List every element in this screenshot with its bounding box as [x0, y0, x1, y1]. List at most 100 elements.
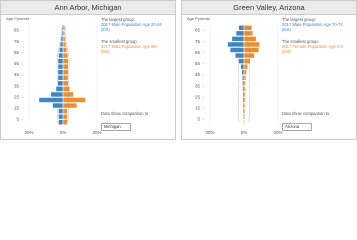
y-tick-label: 25: [14, 94, 20, 99]
bar: [62, 25, 63, 30]
bar: [244, 64, 248, 69]
bar: [243, 108, 244, 114]
bar: [63, 70, 68, 75]
y-tick-label: 55: [14, 61, 20, 66]
panel-title: Green Valley, Arizona: [182, 1, 356, 15]
x-tick-label: 20%: [24, 130, 33, 135]
bar: [236, 31, 244, 36]
annotation: The largest group:: [282, 17, 316, 22]
bar: [63, 114, 68, 119]
bar: [58, 53, 63, 58]
chart: Age Pyramid 5 15 25 35 45 55 65 75 85 20% 0% 20%: [187, 16, 283, 135]
y-tick-label: 85: [195, 28, 201, 33]
chart: Age Pyramid 5 15 25 35 45 55 65 75 85 20% 0% 20%: [6, 16, 102, 135]
bar: [235, 53, 244, 58]
bar: [242, 81, 244, 86]
y-tick-label: 85: [14, 28, 20, 33]
bar: [230, 47, 244, 53]
x-tick-label: 20%: [92, 130, 101, 135]
bar: [63, 42, 66, 47]
y-tick-label: 75: [195, 39, 201, 44]
bar: [63, 47, 67, 53]
bar: [232, 36, 244, 42]
bar: [58, 114, 63, 119]
bar: [57, 81, 63, 86]
bar: [63, 31, 65, 36]
y-tick-label: 55: [195, 61, 201, 66]
y-tick-label: 75: [14, 39, 20, 44]
bar: [58, 108, 63, 114]
y-tick-label: 25: [195, 94, 201, 99]
bar: [244, 47, 259, 53]
bar: [58, 120, 63, 125]
y-tick-label: 5: [197, 117, 200, 122]
bar: [227, 42, 244, 47]
bar: [242, 97, 244, 103]
bar: [244, 58, 250, 64]
bar: [63, 86, 70, 92]
bar: [244, 36, 256, 42]
bar: [63, 58, 69, 64]
bar: [59, 47, 63, 53]
bar: [61, 36, 63, 42]
y-tick-label: 45: [195, 72, 201, 77]
bar: [52, 103, 63, 108]
y-tick-label: 35: [195, 83, 201, 88]
bar: [238, 25, 244, 30]
bar: [63, 103, 77, 108]
bar: [244, 86, 246, 92]
y-axis-label: Age Pyramid: [6, 16, 29, 21]
bar: [63, 120, 68, 125]
bar: [63, 53, 68, 58]
y-tick-label: 15: [14, 106, 20, 111]
annotation: Data show comparison to: [101, 111, 149, 116]
panel-title: Ann Arbor, Michigan: [1, 1, 175, 15]
bar: [244, 108, 245, 114]
y-axis-label: Age Pyramid: [187, 16, 210, 21]
bar: [244, 97, 246, 103]
bar: [63, 108, 68, 114]
panel: Green Valley, Arizona Age Pyramid 5 15 25 35 4…: [181, 0, 357, 140]
bar: [58, 70, 63, 75]
panel: Ann Arbor, Michigan Age Pyramid 5 15 25 35 45 5…: [0, 0, 176, 140]
bar: [61, 31, 63, 36]
annotation: 2017 Male Population Age 70-74 (Est): [282, 22, 343, 32]
annotation: 2017 Male Population Age 85+ (Est): [101, 44, 159, 54]
y-tick-label: 65: [14, 50, 20, 55]
bar: [244, 42, 260, 47]
bar: [39, 97, 63, 103]
annotation: 2017 Female Population Age 0-4 (Est): [282, 44, 343, 54]
y-tick-label: 45: [14, 72, 20, 77]
bar: [56, 86, 63, 92]
comparison-line: [64, 27, 70, 123]
bar: [244, 92, 246, 97]
x-tick-label: 0%: [60, 130, 67, 135]
bar: [51, 92, 63, 97]
bar: [242, 86, 244, 92]
bar: [244, 103, 245, 108]
comparison-line: [56, 27, 63, 123]
bar: [244, 114, 245, 119]
y-tick-label: 35: [14, 83, 20, 88]
annotation: Data show comparison to: [282, 111, 330, 116]
bar: [243, 114, 244, 119]
bar: [244, 25, 252, 30]
bar: [238, 58, 244, 64]
bar: [242, 92, 244, 97]
bar: [240, 64, 244, 69]
annotation: The smallest group:: [282, 39, 319, 44]
dropdown[interactable]: Michigan: [101, 123, 131, 131]
comparison-line: [237, 27, 243, 123]
bar: [58, 64, 63, 69]
bar: [63, 97, 86, 103]
comparison-line: [245, 27, 251, 123]
bar: [243, 103, 244, 108]
annotation: The largest group:: [101, 17, 135, 22]
bar: [63, 64, 69, 69]
bar: [242, 75, 244, 80]
y-tick-label: 5: [16, 117, 19, 122]
bar: [241, 70, 244, 75]
bar: [244, 70, 247, 75]
dropdown[interactable]: Arizona: [282, 123, 312, 131]
bar: [58, 58, 63, 64]
